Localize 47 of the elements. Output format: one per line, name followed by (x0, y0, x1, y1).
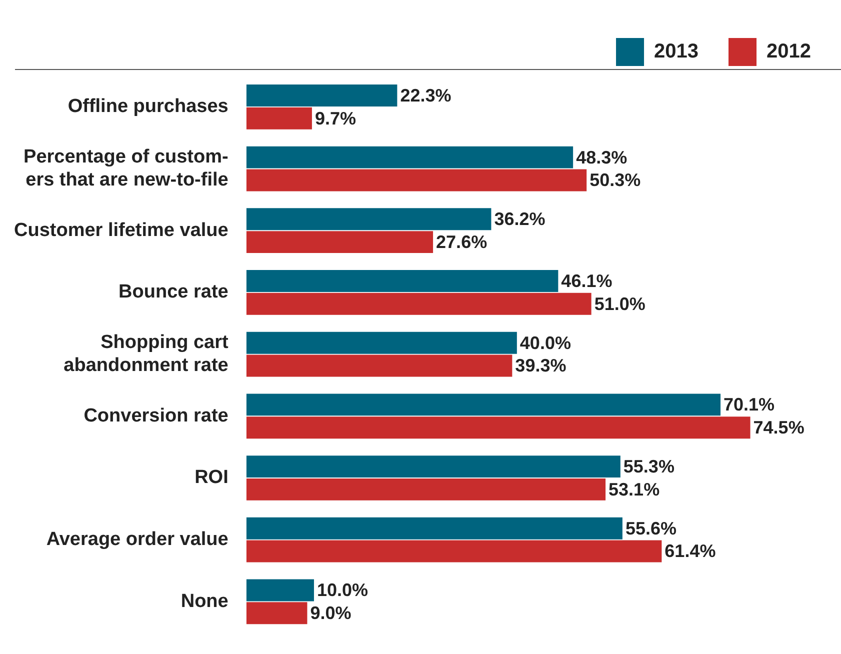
data-label: 36.2% (494, 209, 546, 230)
bar (246, 540, 662, 562)
data-label: 55.3% (623, 456, 674, 477)
y-tick-label: None (180, 590, 228, 612)
data-label: 9.7% (314, 108, 356, 128)
bar (246, 169, 587, 192)
data-label: 55.6% (625, 518, 676, 538)
bar (246, 602, 308, 624)
bar (246, 107, 312, 130)
bar (246, 354, 512, 377)
legend-label: 2012 (766, 40, 812, 63)
bar (246, 517, 622, 540)
bar (246, 270, 558, 292)
data-label: 39.3% (515, 356, 566, 376)
data-label: 22.3% (400, 85, 452, 106)
y-tick-label: ROI (194, 467, 228, 488)
y-tick-label: Percentage of custom- ers that are new-to-file (24, 146, 228, 190)
bar (246, 146, 574, 168)
y-tick-label: Shopping cart abandonment rate (64, 332, 230, 376)
bar (246, 332, 517, 354)
data-label: 53.1% (608, 479, 660, 500)
bar (246, 456, 620, 478)
data-label: 70.1% (724, 394, 775, 415)
data-label: 40.0% (520, 332, 571, 353)
y-tick-label: Offline purchases (68, 96, 228, 118)
y-tick-label: Bounce rate (118, 282, 228, 303)
bar (246, 231, 434, 254)
data-label: 74.5% (753, 418, 804, 438)
data-label: 27.6% (436, 232, 488, 252)
legend-label: 2013 (654, 40, 699, 63)
bar (246, 208, 492, 230)
data-label: 51.0% (594, 294, 646, 314)
data-label: 48.3% (576, 147, 628, 168)
y-tick-label: Conversion rate (84, 405, 228, 426)
bar (246, 416, 750, 439)
data-label: 46.1% (561, 270, 612, 291)
data-label: 61.4% (664, 541, 716, 562)
y-tick-label: Average order value (46, 529, 228, 550)
bar (246, 84, 398, 106)
data-label: 9.0% (310, 603, 352, 624)
data-label: 50.3% (590, 170, 641, 190)
bar (246, 292, 592, 315)
bar (246, 579, 314, 602)
y-tick-label: Customer lifetime value (14, 220, 228, 241)
data-label: 10.0% (316, 580, 368, 600)
bar (246, 478, 606, 500)
bar (246, 394, 721, 416)
